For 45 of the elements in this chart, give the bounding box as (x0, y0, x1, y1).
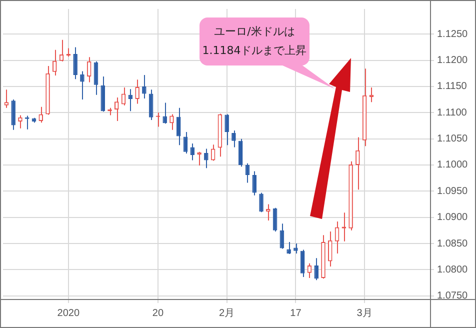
candlestick (73, 46, 78, 80)
candlestick (356, 136, 360, 190)
x-tick-label: 3月 (356, 308, 372, 319)
y-tick-label: 1.1250 (437, 28, 468, 40)
candlestick (190, 143, 195, 161)
candlestick (114, 96, 119, 122)
candlestick (252, 170, 257, 196)
candlestick (294, 243, 298, 254)
candlestick (80, 70, 84, 100)
candlestick (259, 192, 264, 213)
x-tick-label: 17 (290, 308, 302, 319)
candlestick (52, 49, 57, 76)
candlestick (204, 148, 208, 169)
y-tick-label: 1.0950 (437, 186, 468, 197)
y-tick-label: 1.1200 (437, 55, 468, 66)
x-tick-label: 20 (152, 308, 164, 319)
candlestick (4, 89, 9, 108)
y-tick-label: 1.0750 (437, 290, 468, 302)
y-tick-label: 1.0900 (437, 212, 468, 224)
candlestick (224, 114, 229, 146)
candlestick (286, 241, 291, 254)
candlestick (38, 106, 44, 124)
annotation: ユーロ/米ドルは 1.1184ドルまで上昇 (201, 24, 308, 59)
y-tick-label: 1.1000 (437, 160, 468, 171)
y-tick-label: 1.0850 (437, 238, 468, 250)
y-tick-label: 1.1050 (437, 134, 468, 145)
candlestick (162, 102, 167, 124)
candlestick (232, 130, 236, 148)
candlestick (18, 114, 22, 129)
candlestick (328, 230, 332, 268)
candlestick (135, 79, 140, 104)
candlestick (176, 107, 181, 146)
candlestick (100, 76, 105, 112)
candlestick (11, 99, 16, 130)
candlestick (59, 39, 64, 62)
candlestick (307, 262, 312, 279)
candlestick (170, 114, 174, 130)
y-tick-label: 1.1100 (437, 107, 468, 118)
x-tick-label: 2月 (219, 308, 235, 319)
x-tick-label: 2020 (57, 308, 80, 319)
y-tick-label: 1.1150 (437, 81, 468, 92)
y-tick-label: 1.0800 (437, 264, 468, 276)
candlestick (183, 132, 188, 154)
candlestick (314, 258, 318, 281)
candlestick (142, 74, 146, 100)
